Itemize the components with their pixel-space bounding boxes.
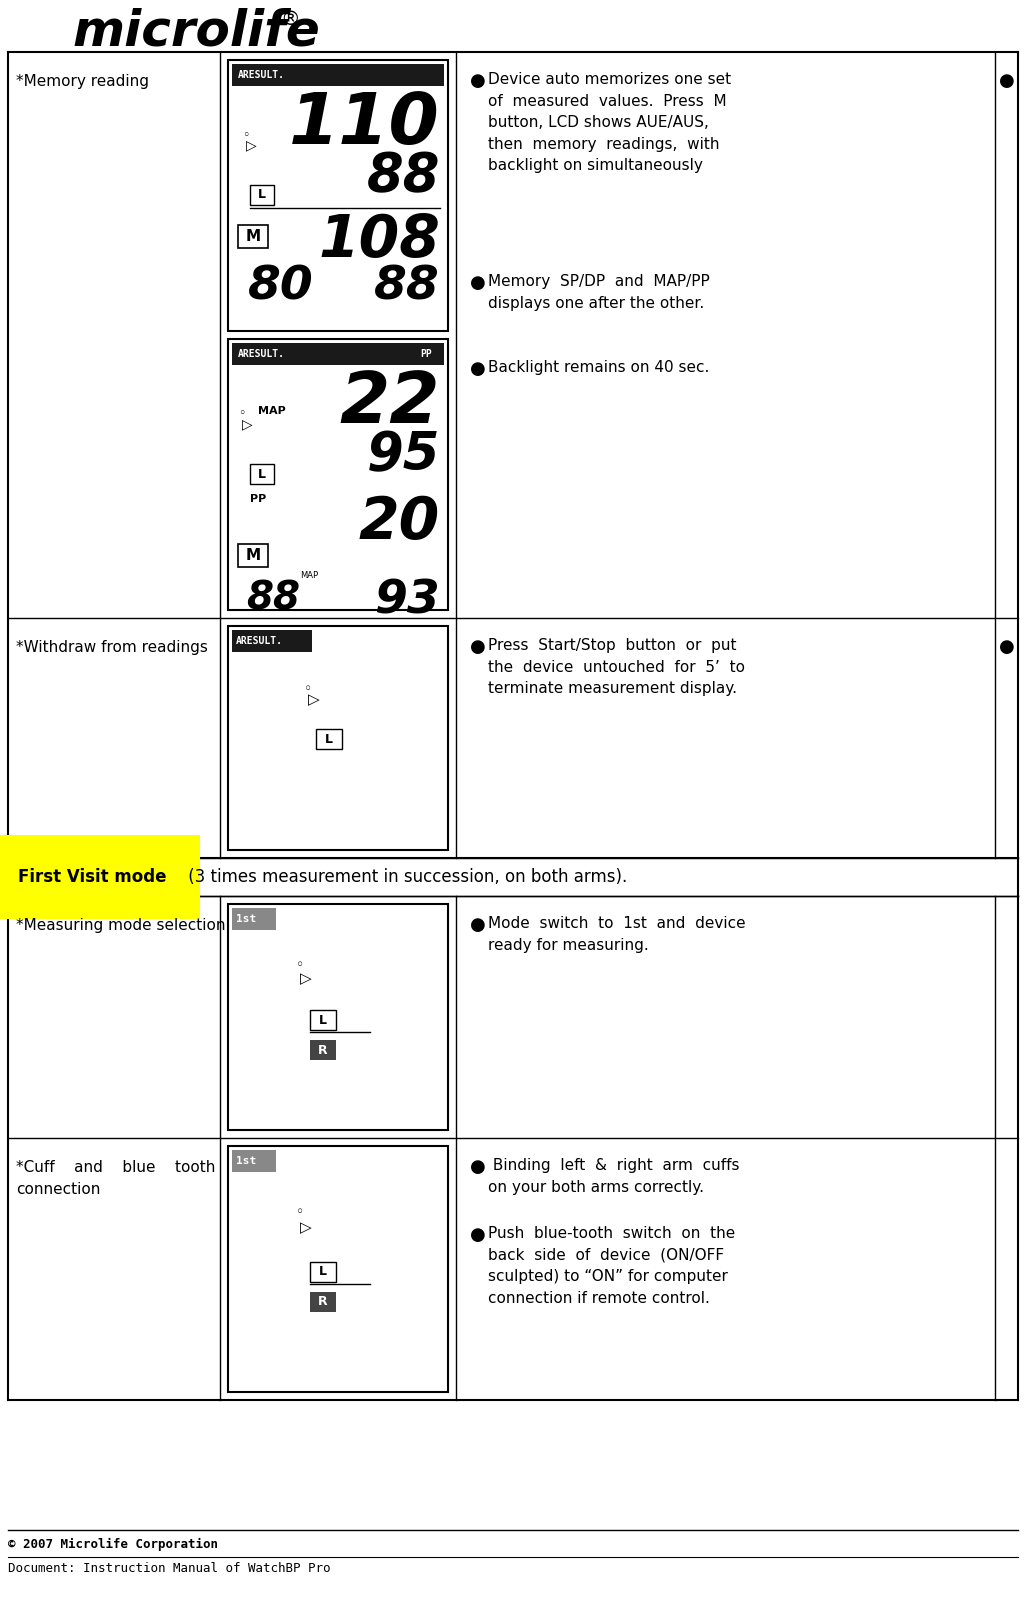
Bar <box>310 1010 336 1031</box>
Text: PP: PP <box>250 494 267 504</box>
Text: Push  blue-tooth  switch  on  the
back  side  of  device  (ON/OFF
sculpted) to “: Push blue-tooth switch on the back side … <box>488 1225 736 1307</box>
Text: L: L <box>319 1264 327 1277</box>
Text: ◦: ◦ <box>242 128 249 141</box>
Text: 93: 93 <box>374 579 440 624</box>
Text: 1st: 1st <box>236 914 256 924</box>
Text: 95: 95 <box>366 430 440 481</box>
Text: Binding  left  &  right  arm  cuffs
on your both arms correctly.: Binding left & right arm cuffs on your b… <box>488 1157 740 1195</box>
Text: 108: 108 <box>318 212 440 269</box>
Text: ▷: ▷ <box>242 417 252 431</box>
Text: *Cuff    and    blue    tooth: *Cuff and blue tooth <box>16 1161 215 1175</box>
Text: ▷: ▷ <box>300 1219 312 1235</box>
Text: L: L <box>325 733 333 746</box>
Text: © 2007 Microlife Corporation: © 2007 Microlife Corporation <box>8 1538 218 1551</box>
Text: ●: ● <box>470 71 485 91</box>
Text: R: R <box>318 1295 328 1308</box>
Bar <box>238 225 268 248</box>
Text: (3 times measurement in succession, on both arms).: (3 times measurement in succession, on b… <box>183 867 627 887</box>
Text: M: M <box>245 229 261 245</box>
Text: ◦: ◦ <box>295 958 304 973</box>
Text: L: L <box>319 1013 327 1026</box>
Text: ●: ● <box>470 274 485 292</box>
Text: 22: 22 <box>340 370 440 438</box>
Text: MAP: MAP <box>258 405 286 417</box>
Text: Backlight remains on 40 sec.: Backlight remains on 40 sec. <box>488 360 709 374</box>
Text: 80: 80 <box>248 264 314 310</box>
Text: Device auto memorizes one set
of  measured  values.  Press  M
button, LCD shows : Device auto memorizes one set of measure… <box>488 71 732 173</box>
Bar <box>232 631 312 652</box>
Text: Mode  switch  to  1st  and  device
ready for measuring.: Mode switch to 1st and device ready for … <box>488 916 746 953</box>
Bar <box>310 1041 336 1060</box>
Bar <box>310 1261 336 1282</box>
Bar <box>250 185 274 204</box>
Text: PP: PP <box>420 349 432 358</box>
Text: ARESULT.: ARESULT. <box>238 349 285 358</box>
Text: L: L <box>258 467 266 480</box>
Text: MAP: MAP <box>300 571 318 580</box>
Bar <box>232 344 444 365</box>
Bar <box>316 729 342 749</box>
Text: L: L <box>258 188 266 201</box>
Text: 1st: 1st <box>236 1156 256 1165</box>
Text: ●: ● <box>470 1225 485 1243</box>
Text: ●: ● <box>999 71 1015 91</box>
Bar <box>228 905 448 1130</box>
Bar <box>238 545 268 567</box>
Text: ◦: ◦ <box>238 407 245 420</box>
Text: First Visit mode: First Visit mode <box>18 867 166 887</box>
Text: ●: ● <box>470 360 485 378</box>
Text: 88: 88 <box>246 579 300 618</box>
Text: *Memory reading: *Memory reading <box>16 75 149 89</box>
Text: connection: connection <box>16 1182 101 1196</box>
Text: 88: 88 <box>374 264 440 310</box>
Bar <box>232 63 444 86</box>
Text: ●: ● <box>470 1157 485 1175</box>
Text: ARESULT.: ARESULT. <box>236 635 283 647</box>
Text: ●: ● <box>470 639 485 657</box>
Text: M: M <box>245 548 261 562</box>
Text: Memory  SP/DP  and  MAP/PP
displays one after the other.: Memory SP/DP and MAP/PP displays one aft… <box>488 274 710 311</box>
Text: *Measuring mode selection: *Measuring mode selection <box>16 917 226 934</box>
Text: 88: 88 <box>366 151 440 203</box>
Text: *Withdraw from readings: *Withdraw from readings <box>16 640 208 655</box>
Text: ●: ● <box>999 639 1015 657</box>
Bar <box>228 60 448 331</box>
Bar <box>232 1149 276 1172</box>
Text: ®: ® <box>280 10 300 29</box>
Text: 20: 20 <box>359 494 440 551</box>
Text: ◦: ◦ <box>304 682 312 695</box>
Bar <box>310 1292 336 1311</box>
Text: 110: 110 <box>289 91 440 159</box>
Text: ▷: ▷ <box>246 138 256 152</box>
Text: microlife: microlife <box>72 8 320 57</box>
Bar <box>228 626 448 849</box>
Bar <box>228 1146 448 1392</box>
Text: ▷: ▷ <box>300 971 312 986</box>
Text: R: R <box>318 1044 328 1057</box>
Text: ARESULT.: ARESULT. <box>238 70 285 79</box>
Bar <box>232 908 276 930</box>
Text: ◦: ◦ <box>295 1206 304 1219</box>
Text: ●: ● <box>470 916 485 934</box>
Text: Document: Instruction Manual of WatchBP Pro: Document: Instruction Manual of WatchBP … <box>8 1563 330 1576</box>
Bar <box>228 339 448 609</box>
Text: ▷: ▷ <box>308 692 320 707</box>
Text: Press  Start/Stop  button  or  put
the  device  untouched  for  5’  to
terminate: Press Start/Stop button or put the devic… <box>488 639 745 695</box>
Bar <box>250 464 274 485</box>
